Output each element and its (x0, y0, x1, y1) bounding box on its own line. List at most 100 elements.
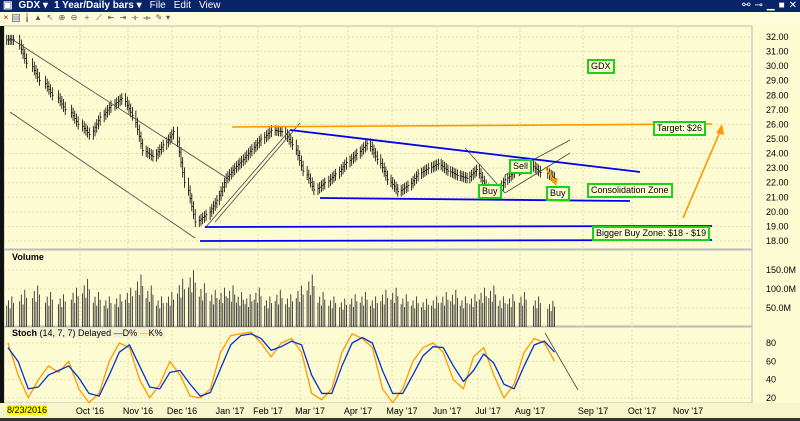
pin-icon[interactable]: ⊸ (754, 0, 763, 11)
crosshair-icon[interactable]: + (84, 13, 90, 22)
price-panel (3, 25, 753, 250)
k-line (7, 331, 556, 404)
symbol-dropdown[interactable]: GDX ▾ (18, 0, 48, 11)
stoch-tick-label: 80 (766, 338, 776, 348)
uptrend-channel-upper (214, 122, 301, 223)
price-tick-label: 18.00 (766, 236, 789, 246)
left-edge-bar (0, 26, 4, 403)
zoom-out-icon[interactable]: ⊖ (70, 13, 78, 22)
link-icon[interactable]: ⚯ (742, 0, 751, 11)
price-tick-label: 27.00 (766, 105, 789, 115)
upper-consolidation-trendline (289, 129, 641, 173)
rising-channel-lower (504, 152, 571, 194)
menu-edit[interactable]: Edit (173, 0, 191, 11)
date-tick-label: Aug '17 (515, 406, 545, 416)
date-tick-label: Jun '17 (433, 406, 462, 416)
scroll-right-icon[interactable]: ⇥ (119, 13, 127, 22)
price-tick-label: 25.00 (766, 134, 789, 144)
price-chart[interactable]: 32.00 31.00 30.00 29.00 28.00 27.00 26.00 25.00… (0, 24, 800, 418)
price-tick-label: 32.00 (766, 32, 789, 42)
price-tick-label: 29.00 (766, 76, 789, 86)
date-tick-label: Nov '16 (123, 406, 153, 416)
annotation-gdx: GDX (587, 59, 615, 74)
annotation-target: Target: $26 (653, 121, 707, 136)
scroll-left-icon[interactable]: ⇤ (107, 13, 115, 22)
symbol-label: GDX (18, 0, 41, 11)
stoch-params: (14, 7, 7) Delayed (39, 328, 112, 338)
k-line-swatch: — (139, 328, 149, 338)
volume-title: Volume (12, 252, 44, 262)
projection-arrow (682, 126, 723, 219)
minimize-button[interactable]: ▁ (766, 0, 775, 11)
close-panel-icon[interactable]: × (3, 13, 9, 22)
date-tick-label: Dec '16 (167, 406, 197, 416)
d-line-swatch: — (113, 328, 123, 338)
price-tick-label: 20.00 (766, 207, 789, 217)
price-tick-label: 28.00 (766, 90, 789, 100)
annotation-consolidation-zone: Consolidation Zone (587, 183, 673, 198)
trendline-icon[interactable]: ⟋ (96, 13, 102, 22)
price-tick-label: 22.00 (766, 178, 789, 188)
menu-file[interactable]: File (149, 0, 166, 11)
maximize-button[interactable]: ■ (778, 0, 785, 11)
candle-icon[interactable]: ▥ (12, 13, 20, 22)
volume-tick-label: 100.0M (766, 284, 796, 294)
annotation-buy-2: Buy (546, 186, 570, 201)
tools-dropdown-icon[interactable]: ▾ (165, 13, 170, 22)
pullback-arrowhead (550, 178, 558, 186)
timeframe-dropdown[interactable]: 1 Year/Daily bars ▾ (53, 0, 142, 11)
date-tick-label: Jan '17 (216, 406, 245, 416)
start-date-label: 8/23/2016 (7, 405, 48, 415)
stoch-title: Stoch (12, 328, 38, 338)
stoch-panel (3, 326, 753, 404)
price-tick-label: 26.00 (766, 119, 789, 129)
downtrend-channel-upper (9, 37, 231, 181)
price-tick-label: 23.00 (766, 163, 789, 173)
volume-panel (3, 249, 753, 327)
d-line (7, 333, 556, 397)
date-tick-label: May '17 (386, 406, 417, 416)
expand-icon[interactable]: ⟛ (131, 13, 139, 22)
price-tick-label: 19.00 (766, 221, 789, 231)
date-tick-label: Jul '17 (475, 406, 501, 416)
stoch-tick-label: 60 (766, 356, 776, 366)
target-line (231, 123, 713, 128)
volume-tick-label: 150.0M (766, 265, 796, 275)
uptrend-channel-lower (204, 129, 291, 229)
downtrend-channel-lower (9, 111, 196, 239)
stoch-tick-label: 40 (766, 375, 776, 385)
tools-icon[interactable]: ✎ (155, 13, 163, 22)
close-button[interactable]: ✕ (788, 0, 797, 11)
date-tick-label: Apr '17 (344, 406, 372, 416)
price-tick-label: 31.00 (766, 47, 789, 57)
title-bar: ▣ GDX ▾ 1 Year/Daily bars ▾ File Edit Vi… (0, 0, 800, 12)
bar-icon[interactable]: ╽ (24, 13, 30, 22)
date-tick-label: Nov '17 (673, 406, 703, 416)
price-tick-label: 24.00 (766, 149, 789, 159)
date-tick-label: Sep '17 (578, 406, 608, 416)
price-tick-label: 30.00 (766, 61, 789, 71)
lower-consolidation-trendline (319, 197, 631, 202)
stoch-tick-label: 20 (766, 393, 776, 403)
d-label: D% (122, 328, 138, 338)
cursor-icon[interactable]: ↖ (46, 13, 54, 22)
annotation-sell: Sell (509, 159, 533, 174)
date-tick-label: Mar '17 (295, 406, 325, 416)
date-tick-label: Oct '17 (628, 406, 656, 416)
price-tick-label: 21.00 (766, 192, 789, 202)
annotation-buy-1: Buy (478, 184, 502, 199)
volume-tick-label: 50.0M (766, 303, 791, 313)
date-tick-label: Feb '17 (253, 406, 283, 416)
date-axis (0, 403, 800, 418)
menu-view[interactable]: View (198, 0, 221, 11)
timeframe-label: 1 Year/Daily bars (53, 0, 134, 11)
projection-arrowhead (716, 124, 724, 135)
chart-app-icon: ▣ (3, 0, 13, 11)
k-label: K% (148, 328, 163, 338)
mountain-icon[interactable]: ▲ (34, 13, 42, 22)
zoom-in-icon[interactable]: ⊕ (58, 13, 66, 22)
annotation-bigger-buy-zone: Bigger Buy Zone: $18 - $19 (592, 226, 711, 241)
date-tick-label: Oct '16 (76, 406, 104, 416)
status-strip (0, 418, 800, 421)
contract-icon[interactable]: ⟚ (143, 13, 151, 22)
